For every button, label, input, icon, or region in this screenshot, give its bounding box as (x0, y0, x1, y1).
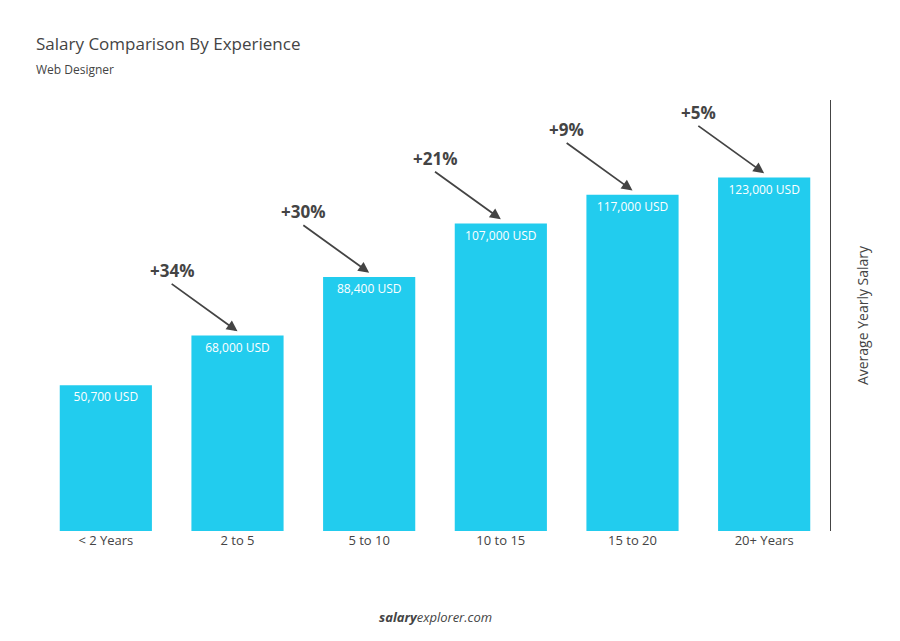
svg-text:88,400 USD: 88,400 USD (337, 280, 402, 297)
svg-text:50,700 USD: 50,700 USD (74, 388, 139, 405)
svg-text:< 2 Years: < 2 Years (78, 531, 133, 549)
svg-text:+34%: +34% (150, 259, 194, 282)
svg-text:+21%: +21% (413, 147, 457, 170)
svg-text:117,000 USD: 117,000 USD (597, 198, 668, 215)
svg-text:15 to 20: 15 to 20 (608, 531, 657, 549)
svg-text:+9%: +9% (549, 118, 584, 141)
svg-text:10 to 15: 10 to 15 (476, 531, 525, 549)
svg-text:123,000 USD: 123,000 USD (728, 181, 799, 198)
svg-text:2 to 5: 2 to 5 (220, 531, 254, 549)
svg-text:Average Yearly Salary: Average Yearly Salary (853, 245, 872, 385)
svg-text:107,000 USD: 107,000 USD (465, 227, 536, 244)
svg-text:68,000 USD: 68,000 USD (205, 339, 270, 356)
svg-text:salaryexplorer.com: salaryexplorer.com (379, 608, 492, 626)
svg-text:Web Designer: Web Designer (36, 61, 114, 78)
svg-text:+5%: +5% (681, 101, 716, 124)
svg-text:+30%: +30% (281, 200, 325, 223)
svg-text:20+ Years: 20+ Years (735, 531, 794, 549)
svg-text:Salary Comparison By Experienc: Salary Comparison By Experience (36, 32, 300, 55)
svg-text:5 to 10: 5 to 10 (348, 531, 390, 549)
